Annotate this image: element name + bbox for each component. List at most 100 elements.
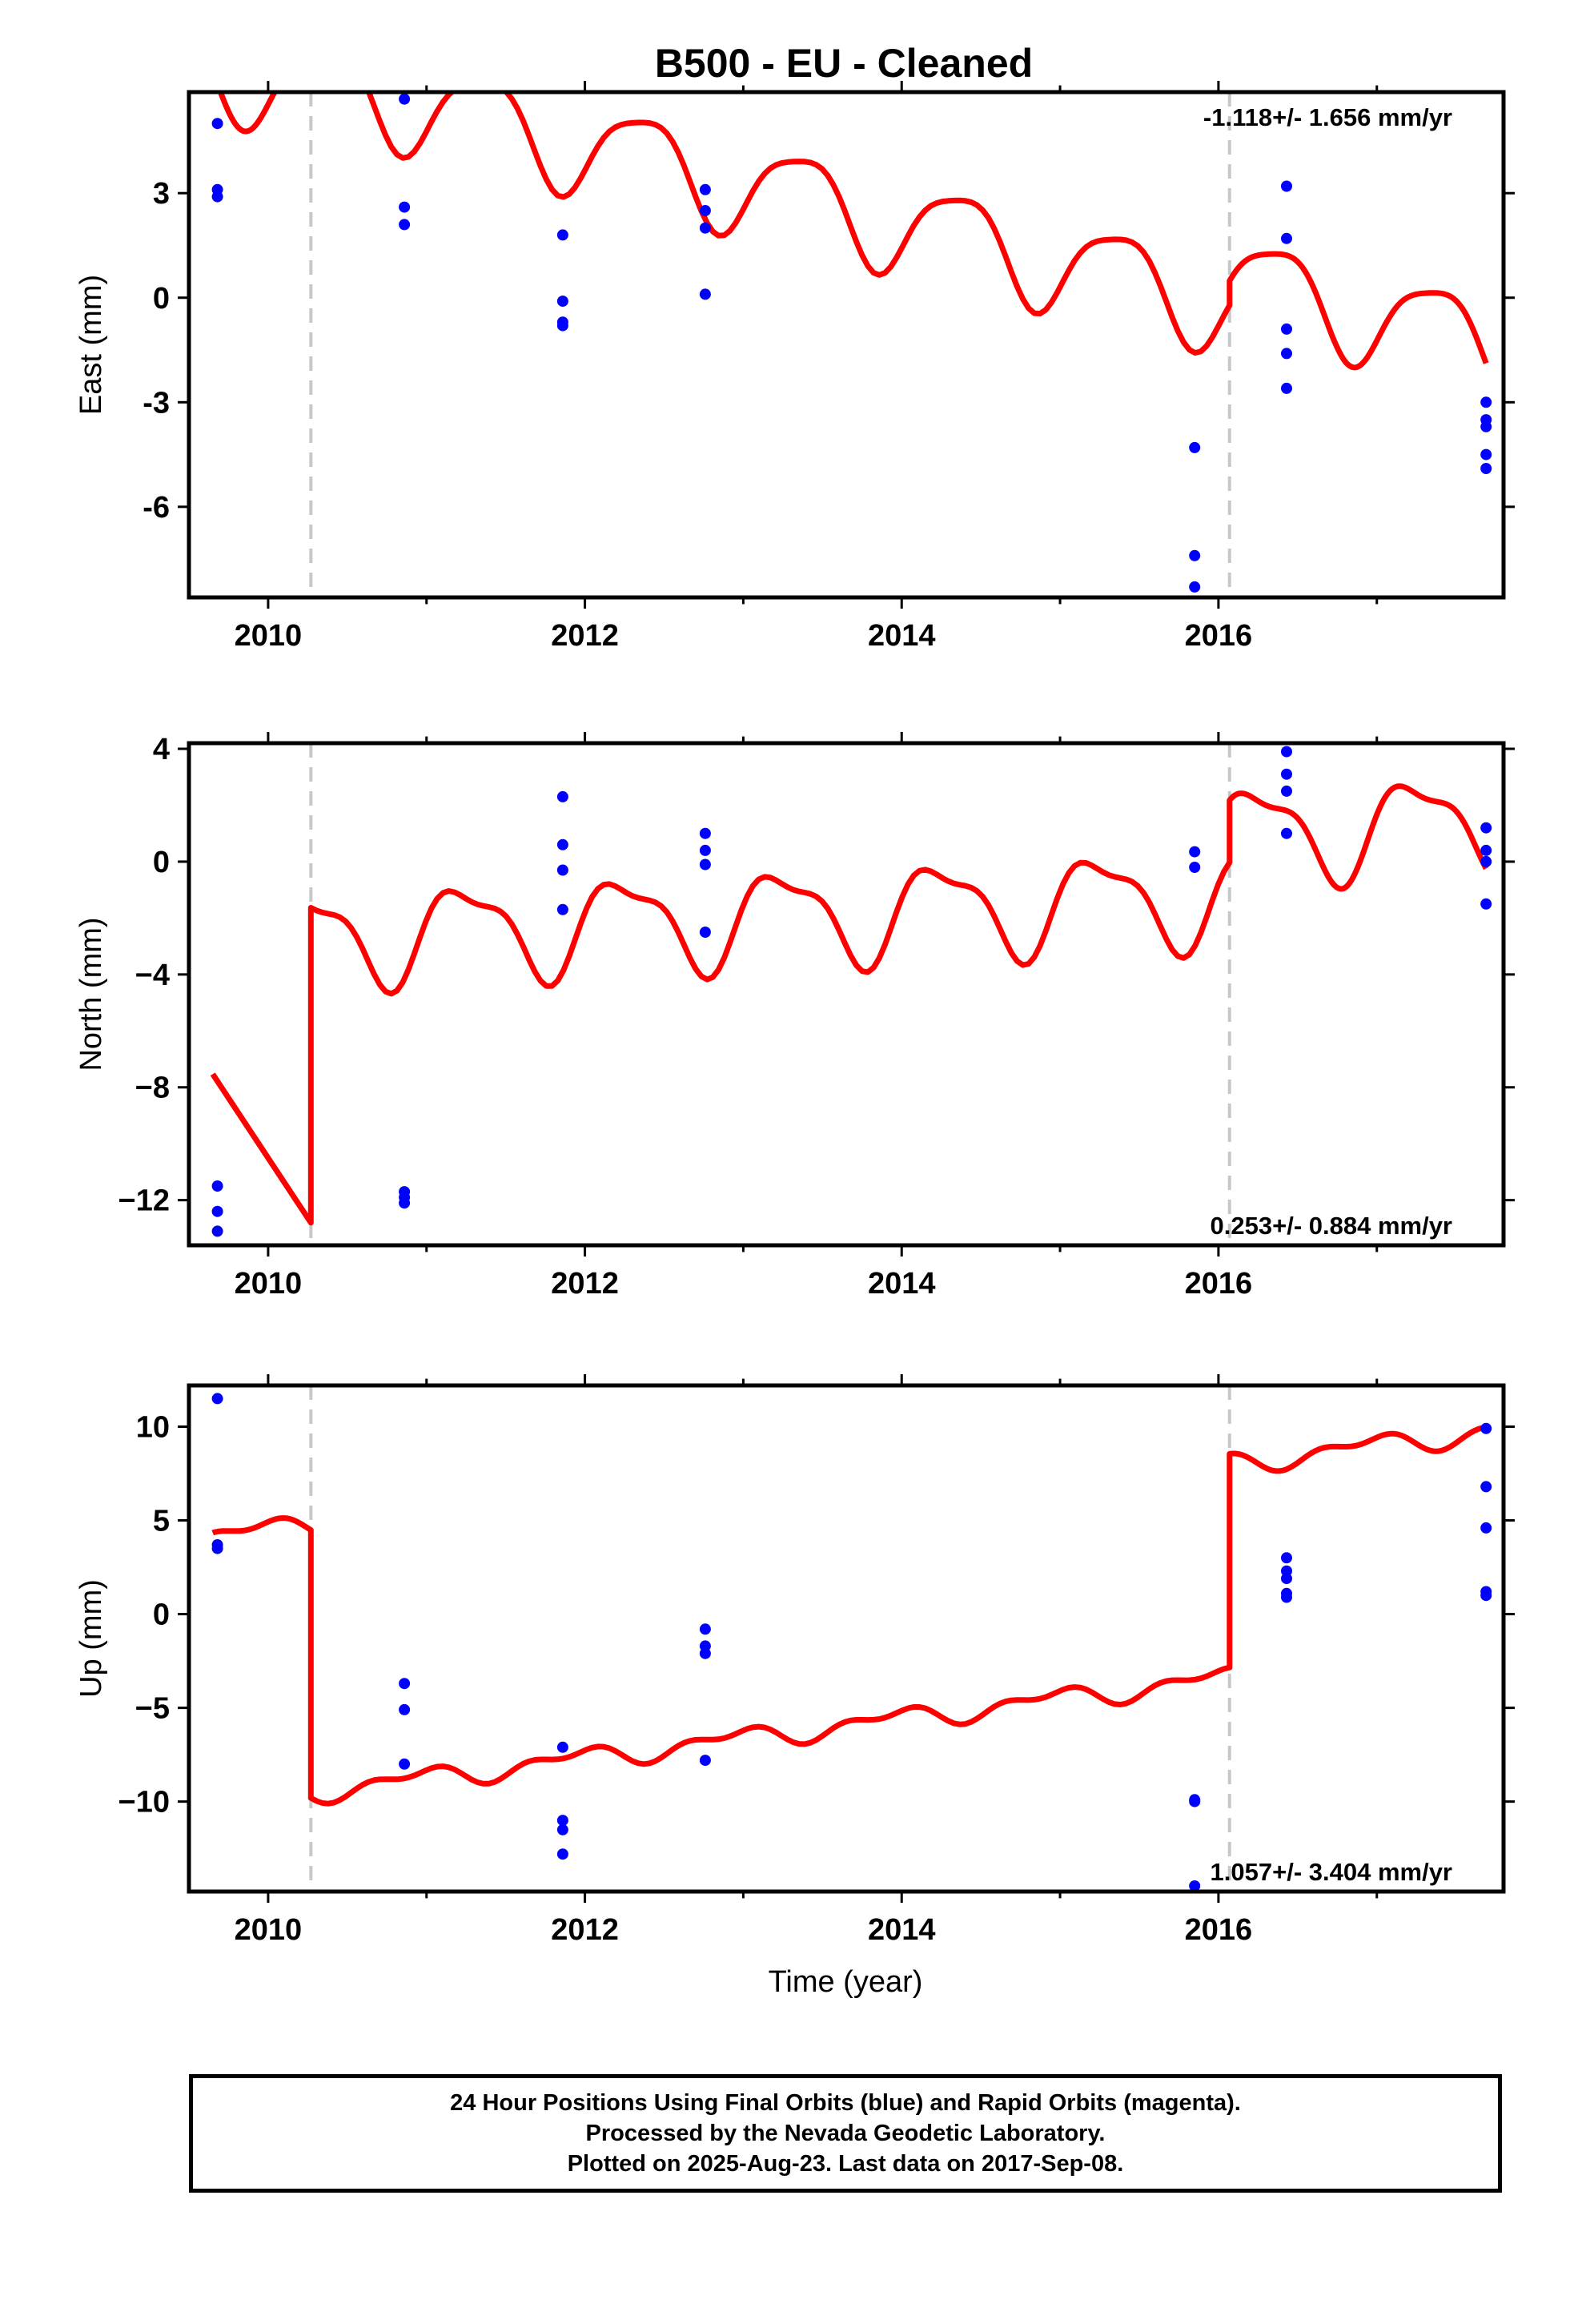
footer-line-3: Plotted on 2025-Aug-23. Last data on 201… [567, 2151, 1124, 2177]
x-tick-label: 2016 [1185, 1267, 1253, 1301]
up-panel: 2010 2012 2014 2016 10 5 0 −5 −10 Up (mm) 1.057+/-… [74, 1374, 1515, 1947]
up-data-point [556, 1823, 568, 1835]
east-data-point [1281, 232, 1292, 244]
up-data-point [211, 1393, 223, 1405]
y-tick-label: 0 [153, 1598, 170, 1632]
north-data-point [699, 858, 711, 870]
up-data-point [1281, 1591, 1292, 1603]
east-y-axis-label: East (mm) [74, 275, 108, 415]
east-data-point [699, 205, 711, 216]
east-data-point [1189, 581, 1201, 593]
east-data-point [699, 222, 711, 234]
north-y-axis-label: North (mm) [74, 917, 108, 1071]
east-data-point [1189, 441, 1201, 453]
east-data-point [211, 191, 223, 203]
north-data-point [699, 927, 711, 938]
up-rate-label: 1.057+/- 3.404 mm/yr [1211, 1858, 1452, 1886]
up-data-point [1480, 1590, 1492, 1602]
north-data-point [556, 838, 568, 850]
east-model-curve [217, 92, 1489, 371]
east-plot-frame [187, 90, 1506, 600]
north-data-point [1189, 846, 1201, 858]
north-data-point [211, 1180, 223, 1192]
east-data-point [1281, 382, 1292, 394]
east-data-point [1281, 348, 1292, 360]
x-tick-label: 2014 [868, 1267, 936, 1301]
y-tick-label: 0 [153, 846, 170, 879]
y-tick-label: −8 [135, 1072, 170, 1105]
north-data-point [399, 1197, 411, 1209]
y-tick-label: −12 [118, 1184, 170, 1218]
up-data-point [399, 1703, 411, 1715]
north-data-point [556, 790, 568, 802]
y-tick-label: 10 [136, 1410, 170, 1444]
north-rate-label: 0.253+/- 0.884 mm/yr [1211, 1212, 1452, 1240]
east-data-point [399, 93, 411, 105]
x-tick-label: 2016 [1185, 619, 1253, 653]
y-tick-label: -3 [143, 386, 170, 420]
north-plot-frame [187, 741, 1506, 1248]
x-axis-label: Time (year) [769, 1965, 923, 1999]
x-tick-label: 2016 [1185, 1913, 1253, 1947]
north-panel: 2010 2012 2014 2016 4 0 −4 −8 −12 North (mm) 0.253… [74, 732, 1515, 1301]
east-data-point [699, 288, 711, 300]
east-data-point [556, 320, 568, 332]
east-data-point [1281, 323, 1292, 335]
east-data-point [399, 201, 411, 213]
up-data-point [1281, 1573, 1292, 1585]
north-data-point [1480, 822, 1492, 834]
north-data-point [699, 844, 711, 856]
east-data-point [556, 229, 568, 241]
up-data-point [211, 1542, 223, 1554]
east-data-point [1189, 549, 1201, 561]
y-tick-label: -6 [143, 491, 170, 525]
north-data-point [1281, 785, 1292, 797]
up-data-point [699, 1755, 711, 1767]
x-tick-label: 2010 [235, 1913, 303, 1947]
x-tick-label: 2014 [868, 619, 936, 653]
east-data-point [556, 296, 568, 308]
east-data-point [1480, 463, 1492, 474]
up-data-point [1480, 1422, 1492, 1434]
chart-title: B500 - EU - Cleaned [655, 41, 1033, 86]
up-data-point [1281, 1552, 1292, 1564]
up-data-point [1480, 1481, 1492, 1493]
processing-info-box: 24 Hour Positions Using Final Orbits (bl… [189, 2074, 1502, 2193]
x-tick-label: 2012 [551, 619, 619, 653]
up-data-point [399, 1758, 411, 1770]
up-data-point [699, 1623, 711, 1635]
north-model-curve [210, 783, 1489, 1226]
y-tick-label: 5 [153, 1505, 170, 1538]
east-data-point [1480, 396, 1492, 408]
east-data-point [1480, 420, 1492, 432]
x-tick-label: 2010 [235, 1267, 303, 1301]
east-panel: 2010 2012 2014 2016 3 0 -3 -6 East (mm) -1.118+/-… [74, 81, 1515, 653]
north-data-point [211, 1225, 223, 1237]
y-tick-label: 3 [153, 177, 170, 211]
x-tick-label: 2010 [235, 619, 303, 653]
east-data-point [399, 219, 411, 231]
y-tick-label: −10 [118, 1786, 170, 1819]
up-data-point [1480, 1522, 1492, 1534]
up-plot-frame [187, 1383, 1506, 1894]
up-data-point [556, 1848, 568, 1860]
north-data-point [1480, 855, 1492, 867]
east-data-point [699, 183, 711, 195]
north-data-point [556, 864, 568, 876]
up-data-point [556, 1815, 568, 1827]
up-y-axis-label: Up (mm) [74, 1579, 108, 1698]
north-data-point [699, 827, 711, 839]
north-data-point [1480, 898, 1492, 910]
north-data-point [1480, 844, 1492, 856]
east-data-point [1281, 180, 1292, 192]
y-tick-label: 0 [153, 282, 170, 316]
x-tick-label: 2012 [551, 1267, 619, 1301]
north-data-point [1281, 746, 1292, 758]
y-tick-label: 4 [153, 733, 170, 766]
up-data-point [1189, 1880, 1201, 1892]
up-data-point [699, 1647, 711, 1659]
east-data-point [211, 118, 223, 130]
footer-line-2: Processed by the Nevada Geodetic Laborat… [585, 2121, 1106, 2146]
footer-line-1: 24 Hour Positions Using Final Orbits (bl… [450, 2090, 1241, 2116]
